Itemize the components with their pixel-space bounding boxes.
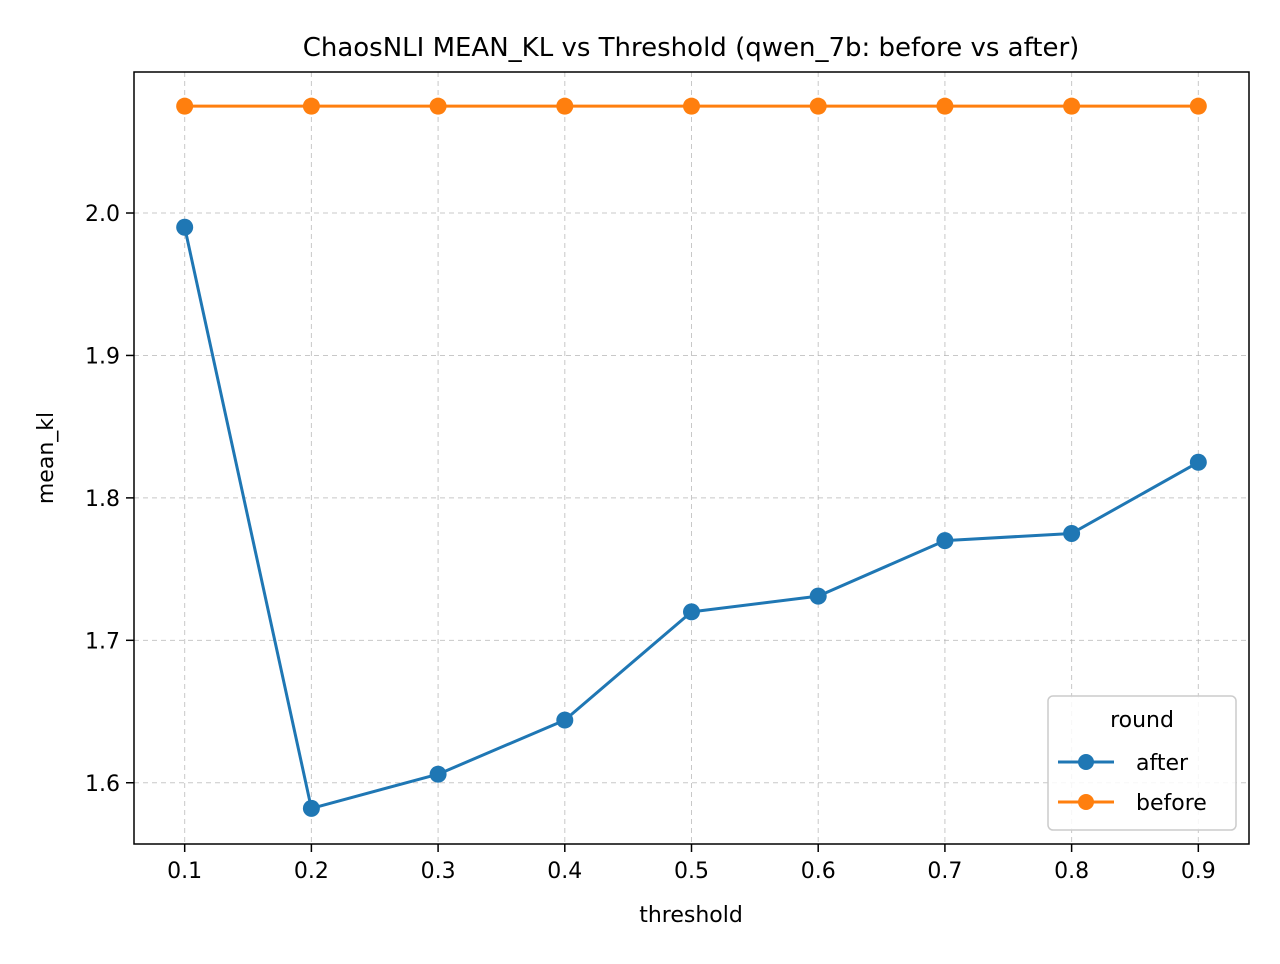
y-tick-label: 2.0 <box>85 202 120 227</box>
x-tick-label: 0.5 <box>674 859 709 884</box>
data-point-after <box>1063 524 1081 542</box>
data-point-after <box>1189 453 1207 471</box>
y-tick-label: 1.6 <box>85 772 120 797</box>
legend-after-label: after <box>1136 751 1189 776</box>
x-tick-label: 0.8 <box>1054 859 1089 884</box>
data-point-after <box>302 799 320 817</box>
legend: round after before <box>1047 695 1237 831</box>
chart-title: ChaosNLI MEAN_KL vs Threshold (qwen_7b: … <box>303 33 1080 63</box>
y-tick-label: 1.7 <box>85 629 120 654</box>
data-point-before <box>1063 97 1081 115</box>
x-tick-label: 0.9 <box>1181 859 1216 884</box>
plot-frame <box>133 71 1250 845</box>
x-axis-label: threshold <box>639 903 743 928</box>
legend-before-marker <box>1078 794 1094 810</box>
legend-title: round <box>1110 708 1174 733</box>
legend-after-marker <box>1078 754 1094 770</box>
legend-before-label: before <box>1136 791 1207 816</box>
data-point-before <box>556 97 574 115</box>
data-point-before <box>683 97 700 115</box>
y-axis-label: mean_kl <box>34 412 59 504</box>
data-point-after <box>176 218 194 236</box>
data-point-after <box>936 532 954 550</box>
x-tick-label: 0.7 <box>927 859 962 884</box>
data-point-after <box>429 765 447 783</box>
data-point-before <box>1189 97 1207 115</box>
data-point-before <box>429 97 447 115</box>
data-point-before <box>302 97 320 115</box>
x-tick-label: 0.2 <box>294 859 329 884</box>
data-point-before <box>176 97 194 115</box>
data-point-before <box>809 97 827 115</box>
data-point-after <box>683 603 700 621</box>
y-tick-label: 1.9 <box>85 344 120 369</box>
y-tick-label: 1.8 <box>85 487 120 512</box>
series-layer <box>176 97 1207 817</box>
axes-layer: 0.1 0.2 0.3 0.4 0.5 0.6 0.7 0.8 0.9 1.6 1.7 1.8 1.9 2… <box>85 202 1216 884</box>
x-tick-label: 0.4 <box>547 859 582 884</box>
legend-box <box>1047 695 1237 831</box>
data-point-after <box>809 587 827 605</box>
x-tick-label: 0.3 <box>421 859 456 884</box>
data-point-after <box>556 711 574 729</box>
x-tick-label: 0.6 <box>801 859 836 884</box>
x-tick-label: 0.1 <box>167 859 202 884</box>
data-point-before <box>936 97 954 115</box>
